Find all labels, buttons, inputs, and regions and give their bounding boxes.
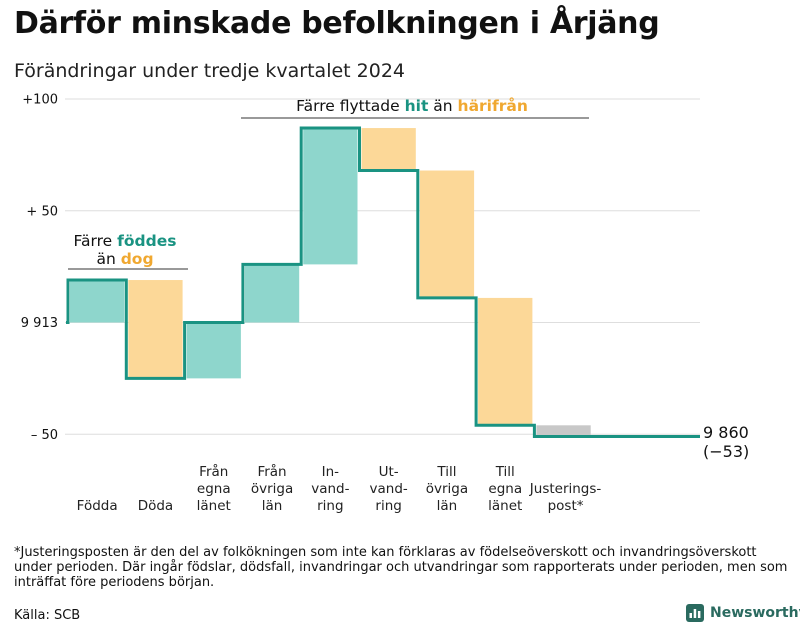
net-change-label: (−53) [703,442,749,461]
waterfall-bar [70,280,125,323]
x-category-label: länet [488,498,522,514]
x-category-label: vand- [370,481,408,497]
x-category-label: post* [548,498,584,514]
x-category-label: Döda [138,498,174,514]
newsworthy-chart-icon [686,604,704,622]
x-category-label: län [437,498,458,514]
waterfall-bar [303,128,358,265]
x-category-label: Till [495,464,515,480]
chart-title: Därför minskade befolkningen i Årjäng [14,6,660,41]
waterfall-bar [128,280,183,379]
x-category-label: Från [257,463,286,480]
x-category-label: Från [199,463,228,480]
x-category-label: vand- [311,481,349,497]
x-category-label: egna [488,481,522,497]
y-tick-label: – 50 [31,428,58,443]
x-category-label: Födda [77,498,118,514]
x-category-label: ring [375,498,401,514]
waterfall-bar [244,264,300,323]
births-annotation-prefix2: än [96,250,120,268]
footnote: *Justeringsposten är den del av folkökni… [14,545,788,590]
x-category-label: ring [317,498,343,514]
brand-name: Newsworthy [710,605,800,621]
deaths-annotation-highlight: dog [121,250,154,268]
annotations: Färre föddes än dog Färre flyttade hit ä… [68,96,749,461]
cumulative-step-line [66,126,700,438]
source-note: Källa: SCB [14,608,81,623]
x-category-label: län [262,498,283,514]
y-tick-label: + 50 [26,204,58,219]
waterfall-bar [478,297,533,426]
x-category-label: övriga [251,481,293,497]
waterfall-chart: Färre föddes än dog Färre flyttade hit ä… [21,93,749,515]
migration-annotation-middle: än [428,97,457,115]
y-tick-label: +100 [22,93,58,108]
newsworthy-logo: Newsworthy [686,604,800,622]
y-axis-ticks: +100 + 50 9 913 – 50 [21,93,58,443]
migration-annotation: Färre flyttade hit än härifrån [296,96,528,115]
waterfall-bar [361,128,416,171]
births-annotation-line1: Färre föddes [74,232,177,250]
x-axis-labels: Födda DödaFrånegnalänetFrånövrigalänIn-va… [77,463,602,514]
waterfall-bar [186,322,241,379]
migration-annotation-hit: hit [405,97,429,115]
births-annotation-highlight: föddes [117,232,176,250]
x-category-label: Ut- [379,464,399,480]
x-category-label: länet [197,498,231,514]
births-annotation-line2: än dog [96,250,153,268]
bars [70,128,591,437]
x-category-label: Till [436,464,456,480]
y-tick-label: 9 913 [21,316,58,331]
step-line [66,126,700,438]
chart-subtitle: Förändringar under tredje kvartalet 2024 [14,60,406,82]
waterfall-bar [536,425,591,437]
x-category-label: Justerings- [529,481,602,497]
x-category-label: övriga [426,481,468,497]
migration-annotation-harifran: härifrån [458,96,528,115]
migration-annotation-prefix: Färre flyttade [296,97,404,115]
x-category-label: In- [322,464,340,480]
x-category-label: egna [197,481,231,497]
waterfall-bar [419,170,475,298]
births-annotation-prefix: Färre [74,232,118,250]
end-value-label: 9 860 [703,423,749,442]
